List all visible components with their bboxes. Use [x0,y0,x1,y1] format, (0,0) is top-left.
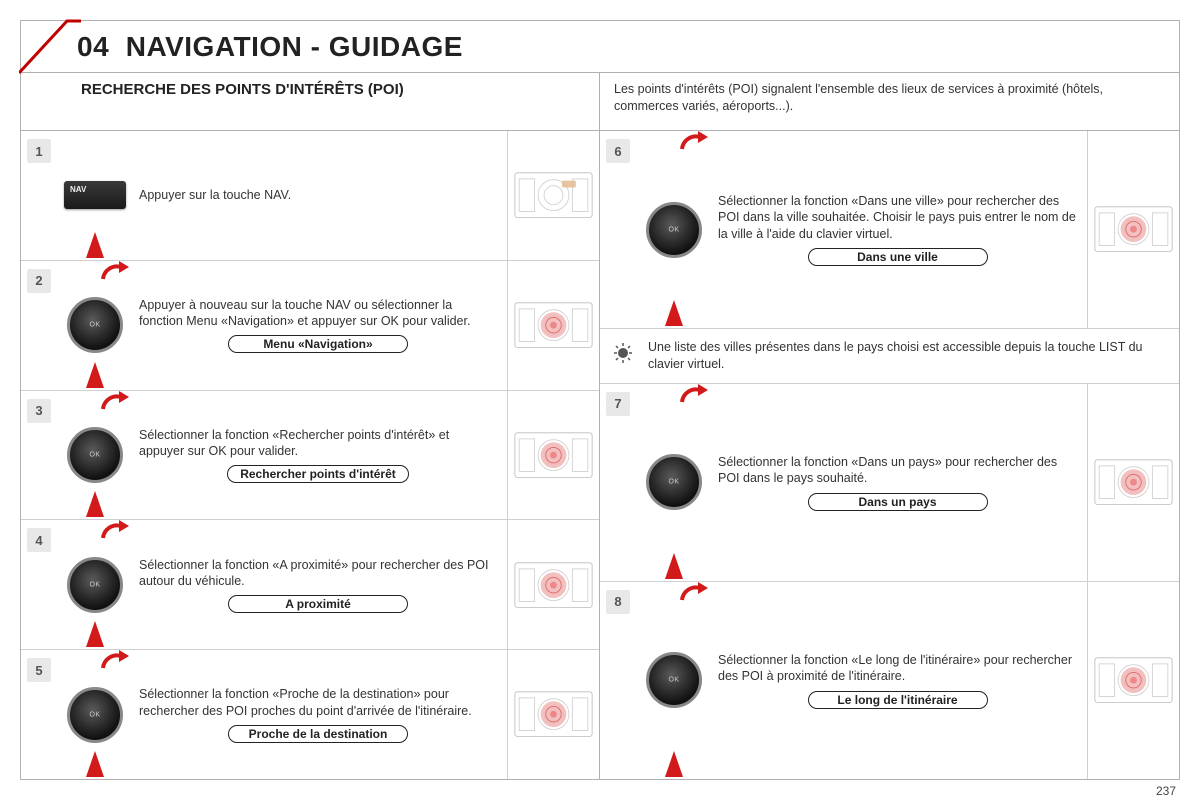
console-thumbnail [1087,384,1179,581]
step-row: 6 Sélectionner la fonction «Dans une vil… [600,131,1179,329]
rotary-dial-graphic [636,137,712,322]
press-arrow-icon [665,553,683,579]
page-number: 237 [1156,784,1176,798]
menu-option-pill: A proximité [228,595,408,613]
rotary-dial-graphic [57,267,133,384]
rotary-dial-graphic [57,526,133,643]
step-number-badge: 7 [606,392,630,416]
step-body: Sélectionner la fonction «Dans un pays» … [718,390,1081,575]
step-body: Appuyer à nouveau sur la touche NAV ou s… [139,267,501,384]
rotate-arrow-icon [99,650,129,675]
subheader-right: Les points d'intérêts (POI) signalent l'… [600,73,1179,130]
step-text: Sélectionner la fonction «Rechercher poi… [139,427,497,460]
menu-option-pill: Le long de l'itinéraire [808,691,988,709]
console-thumbnail [507,261,599,390]
step-number-badge: 5 [27,658,51,682]
menu-option-pill: Rechercher points d'intérêt [227,465,409,483]
dial-icon [646,652,702,708]
step-row: 2 Appuyer à nouveau sur la touche NAV ou… [21,261,599,391]
step-row: 3 Sélectionner la fonction «Rechercher p… [21,391,599,521]
tip-text: Une liste des villes présentes dans le p… [648,339,1167,373]
rotate-arrow-icon [99,520,129,545]
rotary-dial-graphic [57,656,133,773]
step-text: Sélectionner la fonction «Le long de l'i… [718,652,1077,685]
step-number-badge: 4 [27,528,51,552]
step-text: Appuyer sur la touche NAV. [139,187,497,203]
dial-icon [67,687,123,743]
nav-button-graphic [57,137,133,254]
menu-option-pill: Proche de la destination [228,725,408,743]
press-arrow-icon [86,491,104,517]
rotate-arrow-icon [678,131,708,156]
press-arrow-icon [86,621,104,647]
console-thumbnail [1087,582,1179,779]
rotate-arrow-icon [678,384,708,409]
step-body: Sélectionner la fonction «Le long de l'i… [718,588,1081,773]
step-row: 8 Sélectionner la fonction «Le long de l… [600,582,1179,779]
step-number-badge: 3 [27,399,51,423]
left-column: 1 Appuyer sur la touche NAV. 2 Appuyer à … [21,131,600,779]
rotate-arrow-icon [678,582,708,607]
dial-icon [67,557,123,613]
press-arrow-icon [665,751,683,777]
step-text: Sélectionner la fonction «A proximité» p… [139,557,497,590]
console-thumbnail [1087,131,1179,328]
step-row: 1 Appuyer sur la touche NAV. [21,131,599,261]
rotate-arrow-icon [99,261,129,286]
columns: 1 Appuyer sur la touche NAV. 2 Appuyer à … [21,131,1179,779]
step-body: Sélectionner la fonction «A proximité» p… [139,526,501,643]
dial-icon [646,202,702,258]
step-number-badge: 1 [27,139,51,163]
step-row: 5 Sélectionner la fonction «Proche de la… [21,650,599,779]
step-number-badge: 6 [606,139,630,163]
console-thumbnail [507,131,599,260]
page-title: 04 NAVIGATION - GUIDAGE [21,21,1179,73]
dial-icon [646,454,702,510]
press-arrow-icon [86,362,104,388]
step-body: Sélectionner la fonction «Dans une ville… [718,137,1081,322]
step-text: Sélectionner la fonction «Proche de la d… [139,686,497,719]
rotary-dial-graphic [57,397,133,514]
step-number-badge: 8 [606,590,630,614]
press-arrow-icon [665,300,683,326]
step-row: 7 Sélectionner la fonction «Dans un pays… [600,384,1179,582]
subheader-left: RECHERCHE DES POINTS D'INTÉRÊTS (POI) [21,73,600,130]
tip-row: Une liste des villes présentes dans le p… [600,329,1179,384]
menu-option-pill: Dans une ville [808,248,988,266]
step-text: Appuyer à nouveau sur la touche NAV ou s… [139,297,497,330]
console-thumbnail [507,520,599,649]
press-arrow-icon [86,232,104,258]
step-text: Sélectionner la fonction «Dans une ville… [718,193,1077,242]
title-bar: 04 NAVIGATION - GUIDAGE [21,21,1179,73]
step-body: Appuyer sur la touche NAV. [139,137,501,254]
lightbulb-icon [612,341,634,363]
nav-key-icon [64,181,126,209]
step-row: 4 Sélectionner la fonction «A proximité»… [21,520,599,650]
step-text: Sélectionner la fonction «Dans un pays» … [718,454,1077,487]
dial-icon [67,297,123,353]
section-title: NAVIGATION - GUIDAGE [126,31,463,63]
console-thumbnail [507,391,599,520]
sub-header: RECHERCHE DES POINTS D'INTÉRÊTS (POI) Le… [21,73,1179,131]
step-number-badge: 2 [27,269,51,293]
rotate-arrow-icon [99,391,129,416]
console-thumbnail [507,650,599,779]
menu-option-pill: Dans un pays [808,493,988,511]
menu-option-pill: Menu «Navigation» [228,335,408,353]
step-body: Sélectionner la fonction «Proche de la d… [139,656,501,773]
dial-icon [67,427,123,483]
rotary-dial-graphic [636,390,712,575]
page-frame: 04 NAVIGATION - GUIDAGE RECHERCHE DES PO… [20,20,1180,780]
step-body: Sélectionner la fonction «Rechercher poi… [139,397,501,514]
section-number: 04 [77,31,109,63]
rotary-dial-graphic [636,588,712,773]
press-arrow-icon [86,751,104,777]
right-column: 6 Sélectionner la fonction «Dans une vil… [600,131,1179,779]
